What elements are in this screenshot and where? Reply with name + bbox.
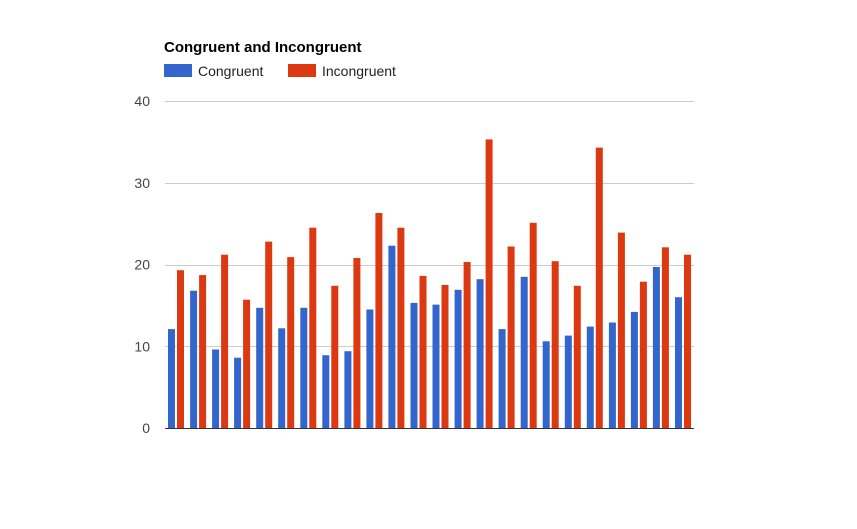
bar-congruent-8 — [322, 355, 330, 428]
bar-incongruent-13 — [441, 284, 449, 428]
bar-incongruent-5 — [265, 241, 273, 428]
y-tick-label: 30 — [134, 175, 150, 191]
bar-congruent-20 — [586, 326, 594, 428]
legend-swatch-incongruent — [288, 64, 316, 77]
bar-congruent-18 — [542, 341, 550, 428]
bar-incongruent-10 — [375, 213, 383, 428]
bar-incongruent-23 — [661, 247, 669, 428]
bar-incongruent-4 — [243, 299, 251, 428]
bar-incongruent-17 — [529, 222, 537, 428]
bar-congruent-16 — [498, 329, 506, 428]
bar-congruent-14 — [454, 289, 462, 428]
bar-incongruent-18 — [551, 261, 559, 428]
legend-swatch-congruent — [164, 64, 192, 77]
bar-congruent-9 — [344, 351, 352, 428]
bar-congruent-5 — [256, 307, 264, 428]
bar-incongruent-12 — [419, 275, 427, 428]
legend-label-incongruent: Incongruent — [322, 63, 396, 79]
bar-incongruent-7 — [309, 227, 317, 428]
y-tick-label: 40 — [134, 93, 150, 109]
bar-incongruent-15 — [485, 139, 493, 428]
bar-congruent-4 — [234, 357, 242, 428]
bar-congruent-15 — [476, 279, 484, 428]
bar-incongruent-8 — [331, 285, 339, 428]
bar-incongruent-16 — [507, 246, 515, 428]
bar-congruent-23 — [652, 267, 660, 428]
bar-congruent-19 — [564, 335, 572, 428]
legend: Congruent Incongruent — [164, 63, 396, 79]
chart-title: Congruent and Incongruent — [164, 39, 361, 56]
y-axis-ticks: 0 10 20 30 40 — [134, 93, 150, 436]
bar-incongruent-21 — [617, 232, 625, 428]
bar-incongruent-14 — [463, 262, 471, 428]
bar-incongruent-19 — [573, 285, 581, 428]
y-tick-label: 0 — [142, 420, 150, 436]
bar-incongruent-24 — [684, 254, 691, 428]
legend-label-congruent: Congruent — [198, 63, 263, 79]
bar-congruent-7 — [300, 307, 308, 428]
bar-congruent-13 — [432, 304, 440, 428]
bar-incongruent-22 — [639, 281, 647, 428]
bar-congruent-6 — [278, 328, 286, 428]
bar-incongruent-1 — [177, 270, 184, 428]
bar-incongruent-11 — [397, 227, 405, 428]
bar-congruent-24 — [675, 297, 682, 428]
bar-congruent-12 — [410, 302, 418, 428]
bar-congruent-3 — [212, 349, 220, 428]
bar-congruent-11 — [388, 245, 396, 428]
bar-incongruent-3 — [221, 254, 229, 428]
bar-congruent-21 — [608, 322, 616, 428]
bar-incongruent-2 — [199, 275, 207, 428]
bar-congruent-22 — [630, 311, 638, 428]
bar-congruent-2 — [190, 290, 198, 428]
bar-incongruent-6 — [287, 257, 295, 428]
y-tick-label: 10 — [134, 338, 150, 354]
y-tick-label: 20 — [134, 257, 150, 273]
bars — [168, 139, 691, 428]
gridlines — [165, 101, 694, 347]
bar-congruent-17 — [520, 276, 528, 428]
bar-incongruent-9 — [353, 258, 361, 428]
bar-incongruent-20 — [595, 147, 603, 428]
bar-congruent-10 — [366, 309, 374, 428]
bar-congruent-1 — [168, 329, 175, 428]
